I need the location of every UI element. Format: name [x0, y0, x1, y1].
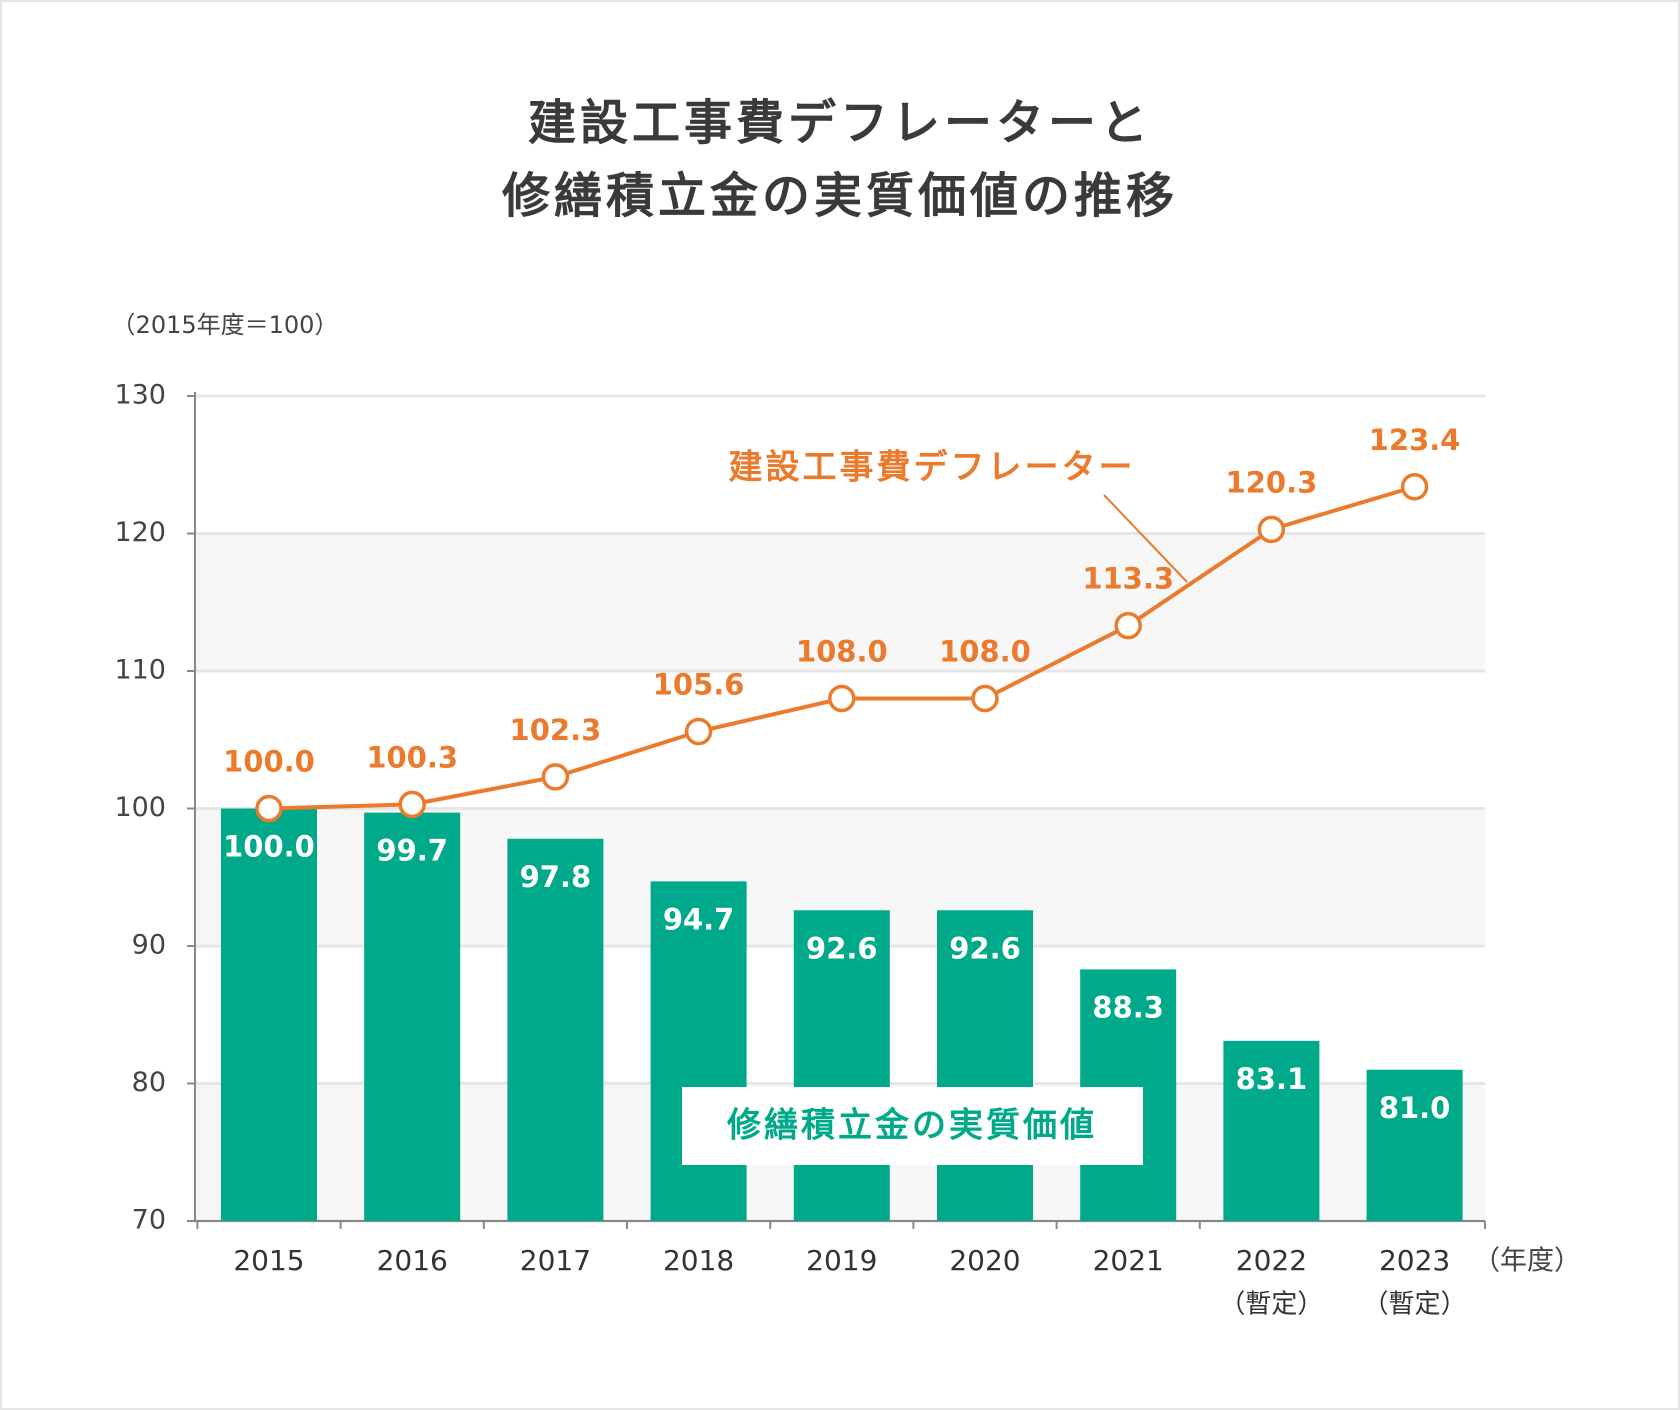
bar-value-label: 81.0	[1379, 1091, 1451, 1125]
bar-value-label: 92.6	[949, 931, 1021, 965]
bar-value-label: 92.6	[806, 931, 878, 965]
line-value-label: 120.3	[1226, 465, 1318, 499]
x-tick-label: 2019	[806, 1244, 877, 1277]
x-tick-label: 2020	[949, 1244, 1020, 1277]
line-value-label: 108.0	[939, 635, 1031, 669]
y-tick-label: 90	[132, 930, 166, 961]
chart-title: 建設工事費デフレーターと	[528, 95, 1152, 151]
chart-title: 修繕積立金の実質価値の推移	[502, 168, 1178, 224]
x-tick-label: 2017	[520, 1244, 591, 1277]
line-point	[1114, 611, 1142, 640]
bar	[793, 910, 890, 1221]
x-unit: （年度）	[1473, 1246, 1581, 1277]
bar	[507, 838, 604, 1221]
x-tick-label: 2021	[1093, 1244, 1164, 1277]
x-tick-label: 2023	[1379, 1244, 1450, 1277]
bar	[1366, 1069, 1463, 1221]
legend-box	[682, 1087, 1143, 1165]
line-point	[1400, 473, 1429, 501]
bar-value-label: 99.7	[376, 834, 448, 868]
y-tick-label: 110	[114, 655, 166, 686]
bar-value-label: 88.3	[1092, 990, 1164, 1024]
bar	[1223, 1040, 1320, 1221]
line-point	[828, 684, 856, 713]
leader-line	[1103, 494, 1188, 583]
line-value-label: 113.3	[1082, 562, 1174, 596]
line-value-label: 100.0	[223, 745, 315, 779]
y-tick-label: 80	[132, 1067, 166, 1098]
bar	[364, 812, 461, 1221]
x-tick-note: （暫定）	[1363, 1290, 1467, 1320]
legend-label: 建設工事費デフレーター	[729, 448, 1136, 488]
bar	[221, 808, 317, 1221]
legend-label: 修繕積立金の実質価値	[726, 1106, 1097, 1146]
x-tick-label: 2022	[1236, 1244, 1307, 1277]
line-value-label: 108.0	[796, 635, 888, 669]
y-tick-label: 100	[114, 792, 166, 823]
bar	[937, 910, 1033, 1221]
x-tick-note: （暫定）	[1219, 1290, 1323, 1320]
y-tick-label: 130	[114, 380, 166, 411]
x-tick-label: 2018	[663, 1244, 734, 1277]
line-point	[255, 794, 283, 823]
line-point	[1257, 515, 1286, 544]
line-value-label: 102.3	[510, 713, 602, 747]
y-tick-label: 120	[114, 517, 166, 548]
grid-band	[195, 533, 1485, 671]
line-point	[684, 717, 713, 746]
x-tick-label: 2015	[233, 1244, 304, 1277]
line-point	[971, 684, 999, 713]
bar-value-label: 100.0	[223, 830, 315, 864]
bar-value-label: 97.8	[520, 860, 592, 894]
x-tick-label: 2016	[377, 1244, 448, 1277]
line-value-label: 123.4	[1369, 423, 1461, 457]
y-unit: （2015年度＝100）	[112, 311, 339, 339]
line-value-label: 100.3	[366, 740, 458, 774]
y-tick-label: 70	[132, 1205, 166, 1236]
line-point	[398, 790, 426, 819]
line-value-label: 105.6	[653, 668, 745, 702]
bar-value-label: 83.1	[1236, 1062, 1308, 1096]
bar-value-label: 94.7	[663, 902, 735, 936]
line-point	[541, 763, 570, 791]
